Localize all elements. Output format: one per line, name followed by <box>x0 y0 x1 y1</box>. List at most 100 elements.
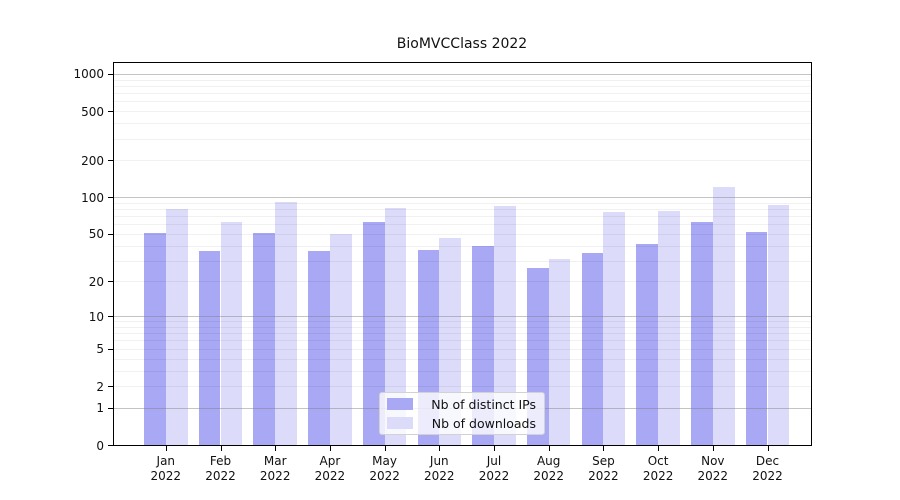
y-tick-mark <box>108 281 113 283</box>
x-tick-label-year: 2022 <box>697 469 729 483</box>
y-tick-mark <box>108 316 113 318</box>
gridline-minor <box>113 340 811 342</box>
bar-distinct-ips-dec <box>745 231 768 445</box>
bar-distinct-ips-sep <box>581 252 604 445</box>
y-tick-mark <box>108 197 113 199</box>
gridline-minor <box>113 216 811 218</box>
x-tick-label: Apr 2022 <box>314 454 346 483</box>
gridline-minor <box>113 370 811 372</box>
x-tick-mark <box>384 446 386 451</box>
x-tick-label: Mar 2022 <box>259 454 291 483</box>
y-tick-mark <box>108 111 113 113</box>
legend-label-distinct-ips: Nb of distinct IPs <box>431 396 536 412</box>
gridline-minor <box>113 209 811 210</box>
bar-distinct-ips-jan <box>144 232 166 445</box>
bar-downloads-apr <box>329 233 352 445</box>
y-tick-label: 0 <box>96 438 104 453</box>
gridline-minor <box>113 260 811 262</box>
y-tick-mark <box>108 160 113 162</box>
spine-right <box>811 62 813 446</box>
bar-distinct-ips-may <box>362 222 385 445</box>
bar-distinct-ips-oct <box>636 244 659 445</box>
legend: Nb of distinct IPs Nb of downloads <box>379 392 545 435</box>
y-tick-label: 200 <box>81 153 104 168</box>
x-tick-label: Jun 2022 <box>424 454 455 483</box>
gridline-minor <box>113 233 811 235</box>
gridline-minor <box>113 327 811 328</box>
x-tick-label-year: 2022 <box>150 469 182 483</box>
x-tick-mark <box>220 446 222 451</box>
y-tick-label: 5 <box>96 342 104 357</box>
gridline-minor <box>113 321 811 323</box>
gridline-minor <box>113 111 811 113</box>
x-tick-mark <box>275 446 277 451</box>
bar-downloads-dec <box>767 204 790 445</box>
bar-downloads-feb <box>220 222 243 445</box>
gridline-major <box>113 73 811 75</box>
bar-downloads-mar <box>275 202 297 445</box>
spine-left <box>113 62 115 446</box>
y-tick-mark <box>108 445 113 446</box>
y-tick-label: 10 <box>88 309 104 324</box>
x-tick-label: Aug 2022 <box>533 454 564 483</box>
y-tick-label: 1 <box>96 401 104 416</box>
gridline-minor <box>113 79 811 81</box>
x-tick-label: Feb 2022 <box>205 454 236 483</box>
x-tick-label-year: 2022 <box>205 469 236 483</box>
gridline-minor <box>113 386 811 387</box>
x-tick-label: Jul 2022 <box>478 454 510 483</box>
x-tick-label: Nov 2022 <box>697 454 729 483</box>
x-tick-label: Sep 2022 <box>588 454 619 483</box>
spine-bottom <box>113 445 811 447</box>
x-tick-label-year: 2022 <box>424 469 455 483</box>
bar-distinct-ips-nov <box>691 222 713 445</box>
gridline-minor <box>113 245 811 247</box>
legend-swatch-downloads <box>387 417 413 429</box>
y-tick-label: 2 <box>96 379 104 394</box>
y-tick-mark <box>108 386 113 387</box>
gridline-minor <box>113 202 811 204</box>
bar-distinct-ips-feb <box>198 251 221 445</box>
bar-distinct-ips-apr <box>308 251 330 445</box>
x-tick-mark <box>712 446 714 451</box>
chart-title: BioMVCClass 2022 <box>396 36 528 52</box>
bar-downloads-jan <box>165 209 188 445</box>
gridline-minor <box>113 123 811 125</box>
x-tick-label: May 2022 <box>369 454 400 483</box>
gridline-minor <box>113 224 811 226</box>
gridline-minor <box>113 138 811 140</box>
x-tick-mark <box>439 446 441 451</box>
bar-downloads-jul <box>494 205 516 445</box>
x-tick-mark <box>329 446 331 451</box>
y-tick-label: 1000 <box>73 67 104 82</box>
gridline-minor <box>113 358 811 360</box>
legend-label-downloads: Nb of downloads <box>431 415 536 431</box>
y-tick-mark <box>108 73 113 75</box>
plot-area <box>113 62 811 445</box>
gridline-minor <box>113 160 811 162</box>
y-tick-mark <box>108 348 113 350</box>
legend-item-distinct-ips: Nb of distinct IPs <box>387 397 536 412</box>
x-tick-label: Jan 2022 <box>150 454 182 483</box>
x-tick-mark <box>603 446 605 451</box>
y-tick-label: 50 <box>88 227 104 242</box>
gridline-minor <box>113 333 811 335</box>
x-tick-mark <box>494 446 495 451</box>
y-tick-label: 20 <box>88 274 104 289</box>
gridline-minor <box>113 348 811 350</box>
gridline-minor <box>113 93 811 95</box>
legend-item-downloads: Nb of downloads <box>387 416 536 431</box>
gridline-major <box>113 316 811 318</box>
x-tick-label-year: 2022 <box>642 469 674 483</box>
x-tick-label-year: 2022 <box>478 469 510 483</box>
x-tick-mark <box>165 446 167 451</box>
bar-downloads-aug <box>548 258 571 445</box>
x-tick-label: Dec 2022 <box>752 454 783 483</box>
legend-swatch-distinct-ips <box>387 398 413 410</box>
bar-downloads-sep <box>603 211 626 445</box>
spine-top <box>113 62 811 63</box>
x-tick-label-year: 2022 <box>588 469 619 483</box>
x-tick-mark <box>548 446 550 451</box>
bar-distinct-ips-mar <box>253 232 276 445</box>
